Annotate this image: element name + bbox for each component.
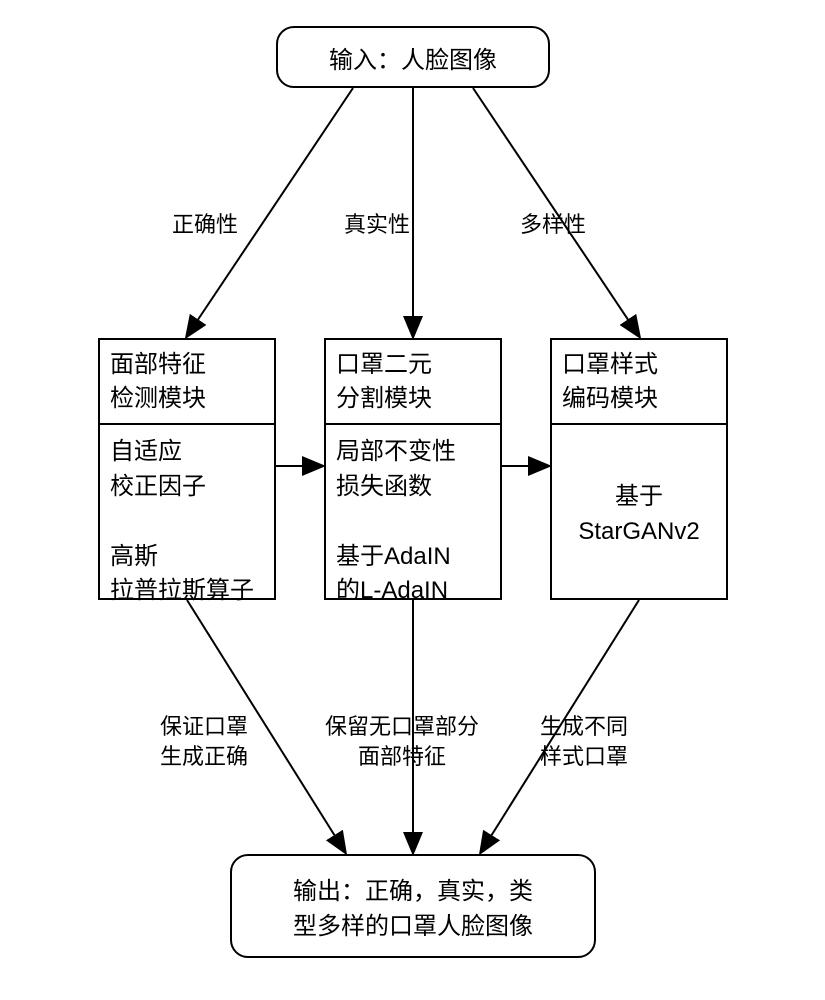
header-line: 口罩二元 — [336, 348, 490, 382]
edge-label-correctness: 正确性 — [172, 210, 238, 240]
module-mask-segment: 口罩二元 分割模块 局部不变性 损失函数 基于AdaIN 的L-AdaIN — [324, 338, 502, 600]
body-line: 基于AdaIN — [336, 540, 490, 575]
module-body: 自适应 校正因子 高斯 拉普拉斯算子 — [100, 425, 274, 619]
header-line: 编码模块 — [562, 382, 716, 416]
body-line: 自适应 — [110, 435, 264, 470]
module-body: 局部不变性 损失函数 基于AdaIN 的L-AdaIN — [326, 425, 500, 619]
header-line: 检测模块 — [110, 382, 264, 416]
body-line — [110, 505, 264, 540]
input-text: 输入：人脸图像 — [329, 40, 497, 75]
output-node: 输出：正确，真实，类 型多样的口罩人脸图像 — [230, 854, 596, 958]
body-line: 高斯 — [110, 540, 264, 575]
input-node: 输入：人脸图像 — [276, 26, 550, 88]
module-header: 口罩二元 分割模块 — [326, 340, 500, 425]
module-header: 口罩样式 编码模块 — [552, 340, 726, 425]
body-line: 的L-AdaIN — [336, 574, 490, 609]
module-body: 基于 StarGANv2 — [552, 425, 726, 605]
edge-label-ensure-correct: 保证口罩 生成正确 — [160, 712, 248, 771]
body-line: 损失函数 — [336, 470, 490, 505]
edge-label-diverse-style: 生成不同 样式口罩 — [540, 712, 628, 771]
body-line: 基于 — [562, 480, 716, 515]
body-line: StarGANv2 — [562, 515, 716, 550]
body-line — [336, 505, 490, 540]
body-line: 局部不变性 — [336, 435, 490, 470]
output-line: 输出：正确，真实，类 — [293, 871, 533, 906]
header-line: 面部特征 — [110, 348, 264, 382]
body-line: 校正因子 — [110, 470, 264, 505]
output-line: 型多样的口罩人脸图像 — [293, 906, 533, 941]
header-line: 分割模块 — [336, 382, 490, 416]
body-line: 拉普拉斯算子 — [110, 574, 264, 609]
header-line: 口罩样式 — [562, 348, 716, 382]
edge-label-preserve-feature: 保留无口罩部分 面部特征 — [325, 712, 479, 771]
edge-label-diversity: 多样性 — [520, 210, 586, 240]
module-header: 面部特征 检测模块 — [100, 340, 274, 425]
module-facial-feature: 面部特征 检测模块 自适应 校正因子 高斯 拉普拉斯算子 — [98, 338, 276, 600]
edge-label-authenticity: 真实性 — [344, 210, 410, 240]
module-mask-style: 口罩样式 编码模块 基于 StarGANv2 — [550, 338, 728, 600]
